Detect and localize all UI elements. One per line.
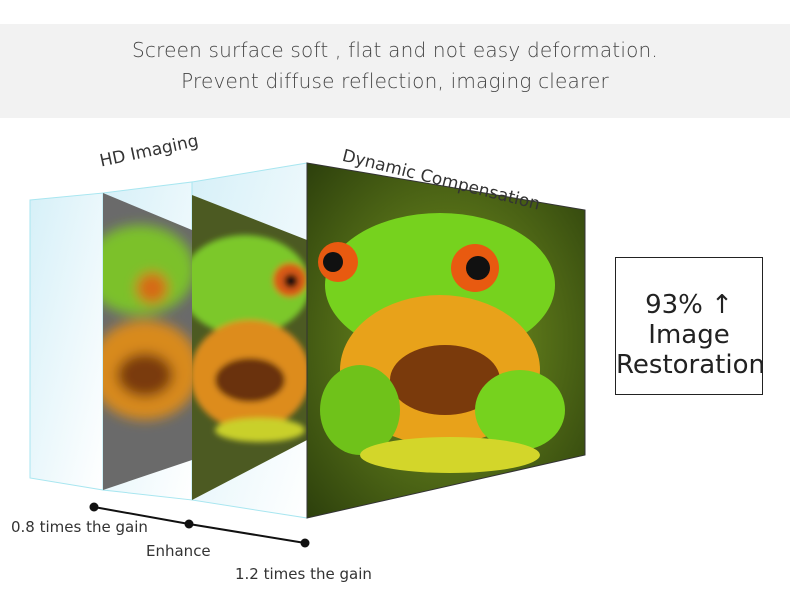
sharp-frog-image: [307, 163, 585, 518]
scale-label-mid: Enhance: [146, 542, 211, 560]
gain-scale: [89, 502, 310, 548]
restoration-percent: 93% ↑: [645, 290, 733, 320]
image-restoration-box: 93% ↑ Image Restoration: [615, 257, 765, 395]
headline-line-1: Screen surface soft , flat and not easy …: [132, 38, 658, 62]
blurred-frog-image-1: [103, 193, 192, 490]
arrow-up-icon: ↑: [711, 290, 733, 320]
glass-layer-1: [29, 192, 104, 491]
blurred-frog-image-2: [192, 195, 307, 500]
headline-banner: Screen surface soft , flat and not easy …: [0, 24, 790, 118]
scale-label-low: 0.8 times the gain: [11, 518, 148, 536]
headline-line-2: Prevent diffuse reflection, imaging clea…: [181, 69, 609, 93]
scale-point-high: [300, 538, 310, 548]
scale-point-low: [89, 502, 99, 512]
restoration-line-1: Image: [648, 320, 730, 350]
scale-label-high: 1.2 times the gain: [235, 565, 372, 583]
restoration-line-2: Restoration: [616, 350, 765, 380]
scale-point-mid: [184, 519, 194, 529]
